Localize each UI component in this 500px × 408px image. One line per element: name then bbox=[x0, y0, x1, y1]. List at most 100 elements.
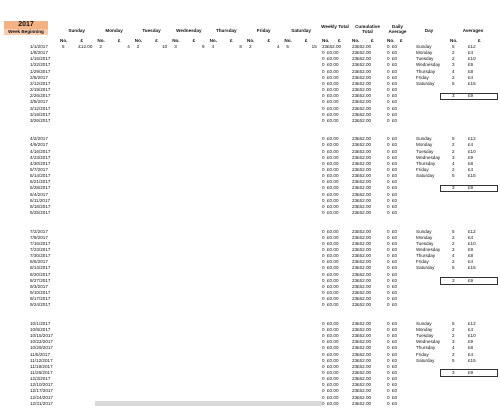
weekly-total: 0 bbox=[322, 68, 325, 74]
cumulative-total: 23 bbox=[352, 345, 358, 351]
summary-amount: £10 bbox=[468, 333, 476, 339]
cumulative-total: £62.00 bbox=[357, 376, 372, 382]
summary-count: 5 bbox=[452, 44, 455, 49]
weekly-total: £0.00 bbox=[327, 400, 339, 406]
daily-average: 0 bbox=[387, 290, 390, 295]
weekly-total: £0.00 bbox=[327, 394, 339, 400]
daily-average: 0 bbox=[387, 345, 390, 351]
daily-average: £0 bbox=[392, 326, 398, 332]
highlight-box bbox=[440, 92, 498, 101]
daily-average: 0 bbox=[387, 320, 390, 326]
cumulative-total: £62.00 bbox=[357, 203, 372, 209]
weekly-total: £0.00 bbox=[327, 302, 339, 308]
week-date: 7/23/2017 bbox=[30, 246, 51, 252]
week-date: 4/2/2017 bbox=[30, 136, 48, 142]
week-date: 11/12/2017 bbox=[30, 357, 53, 363]
subheader: No. bbox=[134, 38, 143, 43]
daily-average: £0 bbox=[392, 148, 398, 154]
weekly-total: £0.00 bbox=[327, 363, 339, 369]
weekly-total: £0.00 bbox=[327, 167, 339, 172]
cumulative-total: £62.00 bbox=[357, 283, 372, 289]
week-date: 10/8/2017 bbox=[30, 326, 51, 332]
daily-average: £0 bbox=[392, 105, 398, 111]
highlight-amount: £9 bbox=[468, 277, 474, 283]
week-date: 7/30/2017 bbox=[30, 253, 51, 259]
cumulative-total: £62.00 bbox=[357, 173, 372, 179]
daily-average: £0 bbox=[392, 400, 398, 406]
daily-average: £0 bbox=[392, 246, 398, 252]
cumulative-total: £62.00 bbox=[357, 296, 372, 302]
summary-count: 4 bbox=[452, 68, 455, 74]
cumulative-total: £62.00 bbox=[357, 394, 372, 400]
cumulative-total: £62.00 bbox=[357, 240, 372, 246]
daily-average: 0 bbox=[387, 50, 390, 56]
weekly-total: £0.00 bbox=[327, 246, 339, 252]
cumulative-total: 23 bbox=[352, 351, 358, 357]
daily-average: 0 bbox=[387, 283, 390, 289]
day-count: 3 bbox=[174, 44, 177, 49]
weekly-total: £62.00 bbox=[327, 44, 342, 49]
daily-average: £0 bbox=[392, 179, 398, 185]
weekly-total: £0.00 bbox=[327, 351, 339, 357]
weekly-total: 0 bbox=[322, 388, 325, 394]
daily-average: £0 bbox=[392, 56, 398, 62]
weekly-total: £0.00 bbox=[327, 136, 339, 142]
cumulative-total: 23 bbox=[352, 369, 358, 375]
cumulative-total: £62.00 bbox=[357, 388, 372, 394]
daily-average: 0 bbox=[387, 99, 390, 105]
weekly-total: 0 bbox=[322, 228, 325, 234]
cumulative-total: £62.00 bbox=[357, 179, 372, 185]
summary-count: 3 bbox=[452, 246, 455, 252]
cumulative-total: £62.00 bbox=[357, 400, 372, 406]
daily-average: £0 bbox=[392, 394, 398, 400]
daily-average: 0 bbox=[387, 111, 390, 117]
week-date: 4/9/2017 bbox=[30, 142, 48, 148]
cumulative-total: 23 bbox=[352, 271, 358, 277]
daily-average: £0 bbox=[392, 173, 398, 179]
subheader: £ bbox=[304, 38, 308, 43]
day-count: 4 bbox=[211, 44, 215, 49]
week-date: 5/14/2017 bbox=[30, 173, 51, 179]
summary-day: Tuesday bbox=[416, 148, 434, 154]
summary-count: 3 bbox=[452, 154, 455, 160]
daily-average: 0 bbox=[387, 136, 390, 142]
weekly-total: £0.00 bbox=[327, 277, 339, 283]
daily-average: £0 bbox=[392, 320, 398, 326]
daily-average: 0 bbox=[387, 326, 390, 332]
weekly-total: £0.00 bbox=[327, 68, 339, 74]
week-date: 2/12/2017 bbox=[30, 80, 51, 86]
weekly-total: 0 bbox=[322, 271, 325, 277]
cumulative-total: 23 bbox=[352, 191, 358, 197]
daily-average: £0 bbox=[392, 154, 398, 160]
cumulative-total: £62.00 bbox=[357, 302, 372, 308]
weekly-total: 0 bbox=[322, 246, 325, 252]
shaded-range bbox=[95, 400, 322, 406]
column-header: Weekly Total bbox=[321, 24, 349, 29]
subheader: No. bbox=[322, 38, 330, 43]
cumulative-total: 23 bbox=[352, 173, 358, 179]
cumulative-total: 23 bbox=[352, 265, 358, 271]
day-amount: 15 bbox=[311, 44, 317, 49]
summary-count: 5 bbox=[452, 136, 455, 142]
week-date: 4/16/2017 bbox=[30, 148, 51, 154]
daily-average: 0 bbox=[387, 74, 390, 80]
weekly-total: 0 bbox=[322, 302, 325, 308]
weekly-total: £0.00 bbox=[327, 105, 339, 111]
week-date: 1/1/2017 bbox=[30, 44, 48, 49]
daily-average: £0 bbox=[392, 357, 398, 363]
summary-count: 2 bbox=[452, 142, 455, 148]
daily-average: 0 bbox=[387, 167, 390, 172]
week-label: Week Beginning bbox=[4, 29, 48, 35]
weekly-total: £0.00 bbox=[327, 62, 339, 68]
daily-average: £0 bbox=[392, 259, 398, 265]
daily-average: £0 bbox=[392, 44, 398, 49]
daily-average: 0 bbox=[387, 160, 390, 166]
daily-average: £0 bbox=[392, 265, 398, 271]
cumulative-total: 23 bbox=[352, 326, 358, 332]
daily-average: £0 bbox=[392, 253, 398, 259]
weekly-total: £0.00 bbox=[327, 283, 339, 289]
daily-average: £0 bbox=[392, 197, 398, 203]
week-date: 3/12/2017 bbox=[30, 105, 51, 111]
week-date: 7/9/2017 bbox=[30, 234, 48, 240]
daily-average: 0 bbox=[387, 203, 390, 209]
